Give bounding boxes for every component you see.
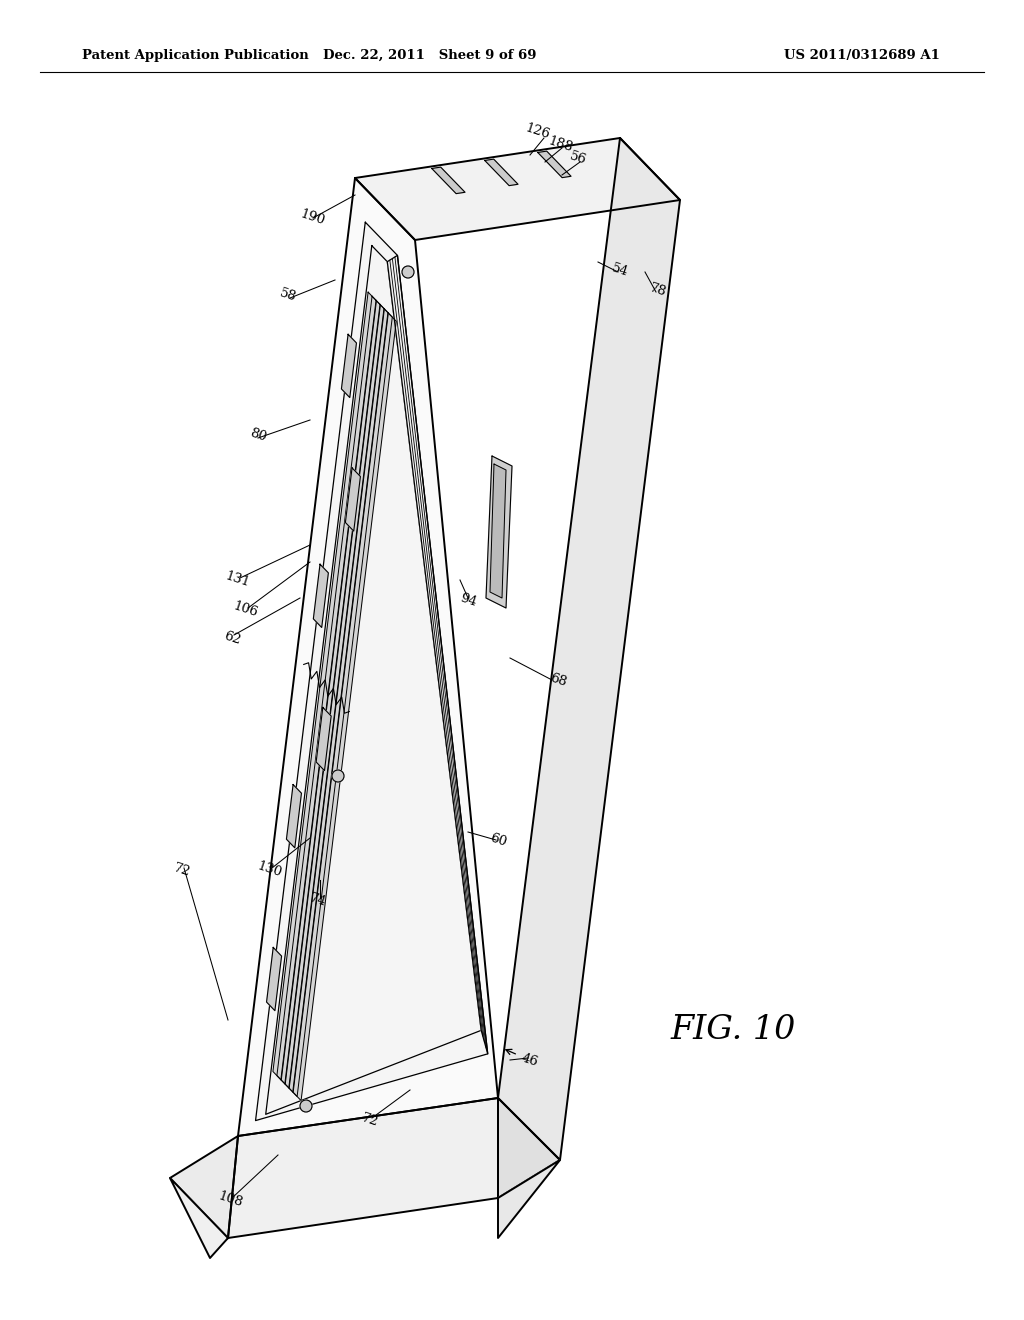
Polygon shape <box>293 313 396 1101</box>
Polygon shape <box>256 222 487 1121</box>
Polygon shape <box>387 255 487 1053</box>
Text: US 2011/0312689 A1: US 2011/0312689 A1 <box>784 49 940 62</box>
Polygon shape <box>170 1137 238 1238</box>
Text: 188: 188 <box>546 135 574 154</box>
Circle shape <box>300 1100 312 1111</box>
Text: 74: 74 <box>308 891 328 908</box>
Polygon shape <box>341 334 356 397</box>
Polygon shape <box>484 160 518 186</box>
Polygon shape <box>170 1177 228 1258</box>
Text: Dec. 22, 2011   Sheet 9 of 69: Dec. 22, 2011 Sheet 9 of 69 <box>324 49 537 62</box>
Text: 131: 131 <box>224 570 252 590</box>
Text: 126: 126 <box>524 121 552 143</box>
Text: 72: 72 <box>172 861 193 879</box>
Text: 130: 130 <box>256 859 284 880</box>
Text: 58: 58 <box>279 286 298 304</box>
Polygon shape <box>285 305 388 1093</box>
Circle shape <box>402 267 414 279</box>
Text: 46: 46 <box>520 1051 540 1069</box>
Polygon shape <box>498 139 680 1160</box>
Polygon shape <box>498 1160 560 1238</box>
Text: 62: 62 <box>222 630 242 647</box>
Polygon shape <box>538 150 571 178</box>
Text: 72: 72 <box>360 1111 380 1129</box>
Polygon shape <box>486 455 512 609</box>
Polygon shape <box>281 301 384 1088</box>
Polygon shape <box>490 465 506 598</box>
Text: 54: 54 <box>610 261 630 279</box>
Polygon shape <box>228 1098 498 1238</box>
Text: 60: 60 <box>488 832 508 849</box>
Text: Patent Application Publication: Patent Application Publication <box>82 49 309 62</box>
Polygon shape <box>432 168 465 194</box>
Polygon shape <box>266 948 282 1011</box>
Text: 80: 80 <box>248 426 268 444</box>
Polygon shape <box>345 467 360 531</box>
Polygon shape <box>289 309 392 1097</box>
Text: 94: 94 <box>458 591 478 609</box>
Polygon shape <box>498 1098 560 1199</box>
Text: 190: 190 <box>299 209 327 228</box>
Text: 56: 56 <box>568 149 588 166</box>
Text: 108: 108 <box>216 1189 244 1210</box>
Polygon shape <box>316 708 331 771</box>
Polygon shape <box>355 139 680 240</box>
Polygon shape <box>238 178 498 1137</box>
Polygon shape <box>313 564 329 627</box>
Text: 106: 106 <box>232 599 260 620</box>
Text: 68: 68 <box>548 671 568 689</box>
Polygon shape <box>273 292 377 1080</box>
Text: 78: 78 <box>648 281 668 298</box>
Text: FIG. 10: FIG. 10 <box>670 1014 796 1045</box>
Circle shape <box>332 770 344 781</box>
Polygon shape <box>287 784 301 847</box>
Polygon shape <box>276 296 380 1084</box>
